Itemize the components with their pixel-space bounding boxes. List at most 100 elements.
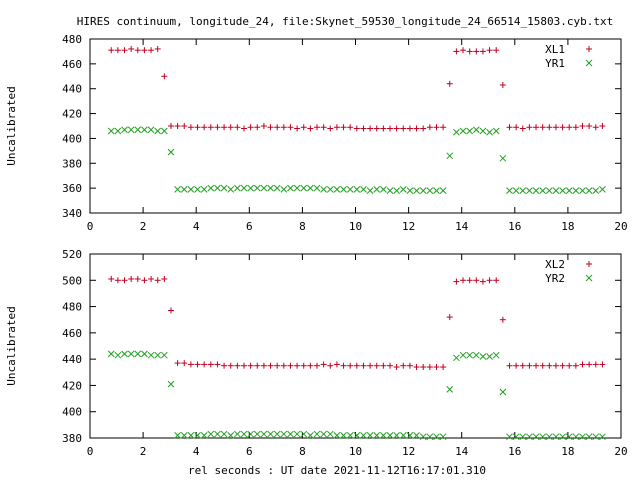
data-point [399,432,407,439]
data-point [280,430,288,438]
data-point [433,187,440,194]
data-point [253,430,261,438]
data-point [552,187,560,194]
data-point-d2 [114,127,122,135]
data-point-d2 [180,432,188,439]
data-point [107,127,115,135]
y-axis-label: Uncalibrated [5,306,18,385]
data-point-d2 [492,127,500,135]
x-tick-label: 8 [299,220,306,233]
data-point [141,350,148,358]
y-tick-label: 440 [62,83,82,96]
data-point-d2 [267,184,274,192]
data-point [333,432,341,439]
data-point [201,361,208,368]
y-tick-label: 440 [62,353,82,366]
data-point [552,362,559,369]
data-point [347,362,354,369]
data-point [240,125,247,132]
data-point [460,47,467,54]
data-point [147,351,155,359]
data-point [559,433,566,441]
data-point [287,430,294,438]
x-tick-label: 0 [87,445,94,458]
data-point-d2 [552,187,560,194]
data-point [539,362,546,369]
data-point [240,430,248,438]
data-point [207,124,214,131]
data-point [473,277,480,284]
data-point [227,362,234,369]
data-point [214,184,221,192]
data-point [413,364,420,371]
data-point-d2 [572,433,580,441]
data-point [406,362,413,369]
x-tick-label: 4 [193,445,200,458]
data-point-d2 [141,126,148,134]
data-point [387,125,394,132]
data-point [506,187,513,194]
data-point-d2 [346,186,354,193]
data-point [559,124,566,131]
data-point [227,432,235,439]
data-point-d2 [512,187,520,194]
data-point-d2 [559,187,566,194]
data-point [207,361,214,368]
data-point-d2 [333,432,341,439]
data-point-d2 [107,350,115,358]
data-point-d2 [565,187,573,194]
x-tick-label: 12 [402,445,415,458]
data-point [134,47,141,54]
data-point-d2 [300,184,308,192]
data-point [506,362,513,369]
x-tick-label: 0 [87,220,94,233]
y-tick-label: 460 [62,58,82,71]
legend-label: XL1 [545,43,565,56]
data-point [380,125,387,132]
data-point [340,124,347,131]
data-point [572,124,579,131]
data-point-d2 [340,432,347,439]
data-point [201,124,208,131]
data-point [121,350,128,358]
data-point [566,124,573,131]
data-point [307,362,314,369]
data-point-d2 [453,128,460,136]
data-point [167,380,175,388]
data-point-d2 [233,430,241,438]
data-point [320,124,327,131]
data-point-d2 [599,186,606,193]
data-point [346,186,354,193]
x-tick-label: 14 [455,445,469,458]
x-tick-label: 12 [402,220,415,233]
data-point [426,124,433,131]
data-point-d2 [360,186,367,193]
x-tick-label: 16 [508,220,521,233]
data-point [466,127,474,135]
data-point [572,187,580,194]
data-point-d2 [267,430,274,438]
data-point [552,124,559,131]
data-point-d2 [220,430,228,438]
data-point [506,124,513,131]
data-point [592,433,600,441]
y-tick-label: 340 [62,207,82,220]
data-point-d2 [585,433,593,441]
data-point-d2 [399,186,407,193]
data-point [513,124,520,131]
data-point-d2 [426,433,434,441]
data-point-d2 [167,148,175,156]
data-point [287,124,294,131]
data-point [519,433,527,441]
data-point [314,362,321,369]
data-point [367,362,374,369]
data-point-d2 [141,350,148,358]
data-point-d2 [154,127,162,135]
data-point [565,187,573,194]
data-point-d2 [253,430,261,438]
data-point-d2 [559,433,566,441]
x-tick-label: 18 [561,220,574,233]
data-point [221,362,228,369]
plot-frame [89,253,622,439]
data-point-d2 [539,433,547,441]
